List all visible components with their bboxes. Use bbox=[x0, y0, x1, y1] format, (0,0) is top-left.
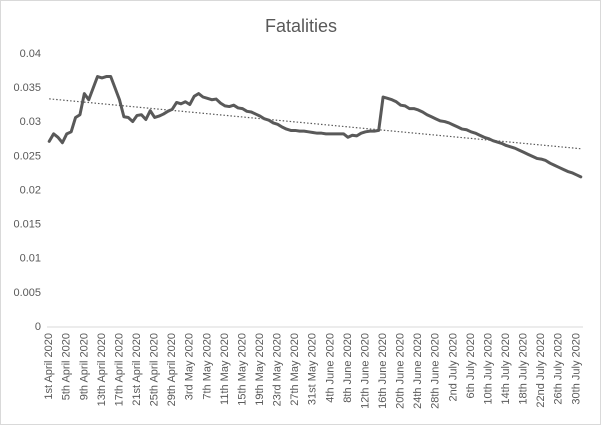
y-tick-label: 0.04 bbox=[20, 48, 41, 60]
y-tick-label: 0.035 bbox=[13, 82, 41, 94]
x-tick-label: 3rd May 2020 bbox=[184, 333, 196, 400]
y-tick-label: 0.01 bbox=[20, 253, 41, 265]
x-tick-label: 15th May 2020 bbox=[236, 333, 248, 406]
x-tick-label: 14th July 2020 bbox=[500, 333, 512, 405]
y-tick-label: 0.005 bbox=[13, 287, 41, 299]
x-tick-label: 25th April 2020 bbox=[149, 333, 161, 406]
x-tick-label: 12th June 2020 bbox=[359, 333, 371, 409]
chart-title: Fatalities bbox=[265, 16, 337, 36]
x-tick-label: 4th June 2020 bbox=[324, 333, 336, 403]
x-tick-label: 8th June 2020 bbox=[342, 333, 354, 403]
x-tick-label: 21st April 2020 bbox=[131, 333, 143, 406]
x-tick-label: 29th April 2020 bbox=[166, 333, 178, 406]
x-tick-label: 31st May 2020 bbox=[307, 333, 319, 405]
x-tick-label: 18th July 2020 bbox=[518, 333, 530, 405]
y-tick-label: 0 bbox=[35, 321, 41, 333]
x-tick-label: 27th May 2020 bbox=[289, 333, 301, 406]
x-tick-label: 22nd July 2020 bbox=[535, 333, 547, 408]
x-tick-label: 1st April 2020 bbox=[43, 333, 55, 400]
y-tick-label: 0.015 bbox=[13, 219, 41, 231]
x-tick-label: 9th April 2020 bbox=[78, 333, 90, 400]
y-tick-label: 0.02 bbox=[20, 184, 41, 196]
x-tick-label: 20th June 2020 bbox=[395, 333, 407, 409]
x-tick-label: 19th May 2020 bbox=[254, 333, 266, 406]
x-tick-label: 26th July 2020 bbox=[553, 333, 565, 405]
y-tick-label: 0.025 bbox=[13, 150, 41, 162]
x-tick-label: 7th May 2020 bbox=[201, 333, 213, 400]
x-tick-label: 30th July 2020 bbox=[570, 333, 582, 405]
x-tick-label: 11th May 2020 bbox=[219, 333, 231, 405]
x-tick-label: 24th June 2020 bbox=[412, 333, 424, 409]
x-tick-label: 28th June 2020 bbox=[430, 333, 442, 409]
x-tick-label: 17th April 2020 bbox=[113, 333, 125, 406]
x-tick-label: 13th April 2020 bbox=[96, 333, 108, 406]
y-tick-label: 0.03 bbox=[20, 116, 41, 128]
x-tick-label: 23rd May 2020 bbox=[272, 333, 284, 406]
x-tick-label: 10th July 2020 bbox=[482, 333, 494, 405]
x-tick-label: 2nd July 2020 bbox=[447, 333, 459, 402]
x-tick-label: 5th April 2020 bbox=[61, 333, 73, 400]
data-line bbox=[47, 75, 583, 179]
x-tick-label: 6th July 2020 bbox=[465, 333, 477, 398]
x-tick-label: 16th June 2020 bbox=[377, 333, 389, 409]
